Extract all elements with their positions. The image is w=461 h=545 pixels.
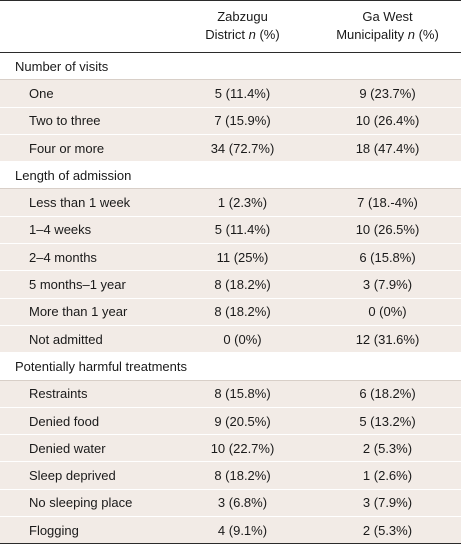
zabzugu-value: 0 (0%) — [223, 331, 262, 347]
ga-west-value: 10 (26.5%) — [355, 222, 420, 238]
ga-west-value: 1 (2.6%) — [362, 468, 413, 484]
row-label: Two to three — [29, 113, 101, 129]
ga-west-value: 6 (18.2%) — [359, 386, 416, 402]
table-row: More than 1 year 8 (18.2%) 0 (0%) — [0, 298, 461, 326]
ga-west-value: 3 (7.9%) — [362, 277, 413, 293]
header-ga-west: Ga West Municipality n (%) — [314, 1, 461, 52]
table-row: Flogging 4 (9.1%) 2 (5.3%) — [0, 517, 461, 545]
row-label: Sleep deprived — [29, 468, 116, 484]
zabzugu-value: 8 (18.2%) — [214, 304, 271, 320]
row-label: 5 months–1 year — [29, 277, 126, 293]
header-zabzugu: Zabzugu District n (%) — [171, 1, 314, 52]
table-row: Denied water 10 (22.7%) 2 (5.3%) — [0, 435, 461, 463]
table-row: 5 months–1 year 8 (18.2%) 3 (7.9%) — [0, 271, 461, 299]
zabzugu-value: 1 (2.3%) — [217, 195, 268, 211]
zabzugu-value: 3 (6.8%) — [217, 495, 268, 511]
row-label: Four or more — [29, 140, 105, 156]
section-header-row: Length of admission — [0, 162, 461, 190]
ga-west-value: 6 (15.8%) — [359, 249, 416, 265]
header-ga-west-n: n — [407, 27, 415, 42]
header-zabzugu-n: n — [248, 27, 256, 42]
table-row: 1–4 weeks 5 (11.4%) 10 (26.5%) — [0, 216, 461, 245]
ga-west-value: 9 (23.7%) — [359, 85, 416, 101]
zabzugu-value: 9 (20.5%) — [214, 413, 271, 429]
table-row: 2–4 months 11 (25%) 6 (15.8%) — [0, 244, 461, 272]
section-title: Number of visits — [15, 58, 109, 74]
table-body: Number of visits One 5 (11.4%) 9 (23.7%) Two… — [0, 53, 461, 545]
ga-west-value: 7 (18.-4%) — [357, 195, 418, 211]
section-header-row: Potentially harmful treatments — [0, 353, 461, 381]
table-row: Less than 1 week 1 (2.3%) 7 (18.-4%) — [0, 189, 461, 217]
row-label: 1–4 weeks — [29, 222, 92, 238]
section-title: Potentially harmful treatments — [15, 358, 187, 374]
table-row: No sleeping place 3 (6.8%) 3 (7.9%) — [0, 489, 461, 518]
ga-west-value: 3 (7.9%) — [362, 495, 413, 511]
table-row: Restraints 8 (15.8%) 6 (18.2%) — [0, 380, 461, 408]
header-ga-west-line1: Ga West — [362, 9, 413, 24]
zabzugu-value: 8 (18.2%) — [214, 277, 271, 293]
table-row: One 5 (11.4%) 9 (23.7%) — [0, 80, 461, 108]
ga-west-value: 0 (0%) — [368, 304, 407, 320]
row-label: Less than 1 week — [29, 195, 131, 211]
zabzugu-value: 10 (22.7%) — [210, 440, 275, 456]
table-row: Not admitted 0 (0%) 12 (31.6%) — [0, 325, 461, 354]
ga-west-value: 2 (5.3%) — [362, 522, 413, 538]
header-ga-west-line2: Municipality n (%) — [314, 26, 461, 44]
header-zabzugu-district: District — [205, 27, 249, 42]
header-zabzugu-line1: Zabzugu — [217, 9, 268, 24]
zabzugu-value: 7 (15.9%) — [214, 113, 271, 129]
zabzugu-value: 5 (11.4%) — [214, 85, 271, 101]
zabzugu-value: 4 (9.1%) — [217, 522, 268, 538]
header-zabzugu-line2: District n (%) — [171, 26, 314, 44]
zabzugu-value: 8 (15.8%) — [214, 386, 271, 402]
ga-west-value: 12 (31.6%) — [355, 331, 420, 347]
row-label: More than 1 year — [29, 304, 128, 320]
row-label: No sleeping place — [29, 495, 133, 511]
section-header-row: Number of visits — [0, 53, 461, 81]
ga-west-value: 10 (26.4%) — [355, 113, 420, 129]
header-blank-cell — [0, 1, 171, 52]
row-label: Not admitted — [29, 331, 103, 347]
row-label: Denied food — [29, 413, 100, 429]
row-label: Denied water — [29, 440, 106, 456]
zabzugu-value: 11 (25%) — [216, 249, 269, 265]
table-header: Zabzugu District n (%) Ga West Municipal… — [0, 0, 461, 53]
table-row: Denied food 9 (20.5%) 5 (13.2%) — [0, 407, 461, 436]
row-label: Flogging — [29, 522, 79, 538]
table-row: Two to three 7 (15.9%) 10 (26.4%) — [0, 107, 461, 135]
header-ga-west-pct: (%) — [414, 27, 439, 42]
zabzugu-value: 34 (72.7%) — [210, 140, 275, 156]
ga-west-value: 5 (13.2%) — [359, 413, 416, 429]
row-label: 2–4 months — [29, 249, 97, 265]
zabzugu-value: 8 (18.2%) — [214, 468, 271, 484]
header-ga-west-municipality: Municipality — [336, 27, 408, 42]
zabzugu-value: 5 (11.4%) — [214, 222, 271, 238]
ga-west-value: 2 (5.3%) — [362, 440, 413, 456]
ga-west-value: 18 (47.4%) — [355, 140, 420, 156]
table-row: Sleep deprived 8 (18.2%) 1 (2.6%) — [0, 462, 461, 490]
section-title: Length of admission — [15, 167, 132, 183]
row-label: Restraints — [29, 386, 88, 402]
row-label: One — [29, 85, 54, 101]
header-zabzugu-pct: (%) — [255, 27, 280, 42]
table-row: Four or more 34 (72.7%) 18 (47.4%) — [0, 134, 461, 163]
